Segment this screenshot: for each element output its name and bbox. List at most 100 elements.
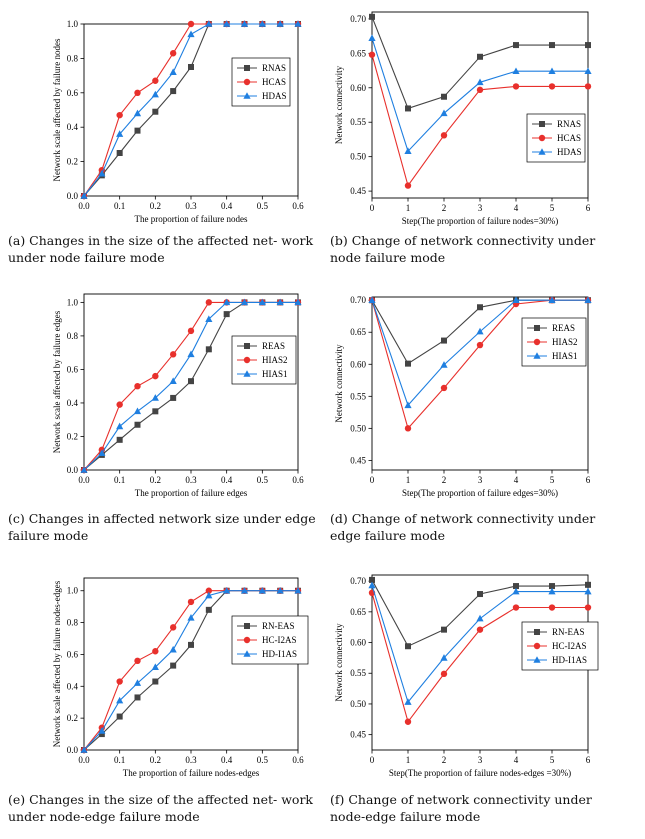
data-point [369, 576, 375, 583]
legend-marker [533, 338, 541, 346]
data-point [441, 337, 447, 344]
data-point [258, 20, 266, 27]
legend-marker [243, 78, 251, 86]
data-point [223, 311, 230, 318]
x-tick-label: 6 [586, 755, 591, 765]
legend-label: REAS [552, 323, 575, 333]
chart-panel-c: 0.0 0.1 0.2 0.3 0.4 0.5 0.6 0.0 0.2 0.4 0.6 0.8 1.0 T… [0, 280, 322, 508]
legend-label: HD-I1AS [552, 655, 587, 665]
caption-c: (c) Changes in affected network size und… [8, 511, 316, 543]
y-tick-label: 0.6 [67, 649, 79, 659]
data-point [170, 394, 177, 401]
chart-panel-a: 0.0 0.1 0.2 0.3 0.4 0.5 0.6 0.0 0.2 0.4 0.6 0.8 1.0 T… [0, 0, 322, 228]
y-tick-label: 0.2 [67, 713, 78, 723]
legend-marker [243, 356, 251, 364]
legend-label: HIAS1 [552, 351, 578, 361]
plot-frame [371, 11, 589, 199]
data-point [512, 587, 520, 595]
x-tick-label: 0.1 [114, 755, 125, 765]
legend: RN-EAS HC-I2AS HD-I1AS [231, 615, 309, 665]
data-point [98, 449, 106, 457]
data-point [187, 350, 195, 358]
data-point [133, 109, 142, 117]
legend-marker [244, 623, 250, 629]
y-tick-label: 0.60 [350, 83, 366, 93]
data-point [152, 648, 159, 655]
data-point [134, 694, 141, 701]
legend-label: HIAS1 [262, 369, 288, 379]
data-point [476, 86, 484, 94]
data-point [294, 20, 302, 27]
caption-f: (f) Change of network connectivity under… [330, 792, 592, 824]
data-point [585, 581, 591, 588]
series-REAS [81, 299, 301, 473]
x-axis-label: The proportion of failure edges [135, 488, 248, 498]
data-point [294, 298, 302, 306]
data-point [440, 384, 448, 392]
legend-label: HCAS [557, 133, 581, 143]
data-point [205, 346, 212, 353]
legend-label: RNAS [557, 119, 581, 129]
y-tick-label: 1.0 [67, 297, 79, 307]
x-axis-label: Step(The proportion of failure nodes=30%… [402, 216, 559, 226]
x-tick-label: 5 [550, 475, 555, 485]
x-tick-label: 3 [478, 475, 483, 485]
caption-d: (d) Change of network connectivity under… [330, 511, 596, 543]
x-tick-label: 2 [442, 203, 447, 213]
x-tick-label: 0.4 [221, 475, 233, 485]
y-tick-label: 1.0 [67, 19, 79, 29]
data-point [258, 298, 266, 306]
x-tick-label: 0.0 [78, 201, 90, 211]
data-point [404, 147, 412, 154]
x-tick-label: 0.4 [221, 755, 233, 765]
data-point [405, 643, 411, 650]
data-point [134, 89, 141, 97]
data-point [134, 127, 141, 134]
x-tick-label: 2 [442, 755, 447, 765]
data-point [98, 731, 105, 738]
data-point [369, 13, 375, 20]
y-tick-label: 0.65 [350, 607, 366, 617]
data-point [169, 624, 177, 631]
legend-label: RN-EAS [552, 627, 585, 637]
legend-marker [539, 121, 545, 127]
data-point [205, 587, 213, 594]
data-point [188, 641, 194, 648]
data-point [133, 679, 142, 686]
data-point [404, 425, 412, 432]
legend-label: HCAS [262, 77, 286, 87]
data-point [512, 296, 520, 304]
y-tick-label: 0.6 [67, 88, 79, 98]
x-tick-label: 1 [406, 475, 411, 485]
legend: RNAS HCAS HDAS [526, 113, 586, 163]
data-point [440, 132, 448, 139]
legend-marker [244, 343, 250, 349]
y-tick-label: 0.4 [67, 398, 79, 408]
chart-d: 0 1 2 3 4 5 6 0.45 0.50 0.55 0.60 0.65 0.70 Step(The … [334, 295, 592, 498]
y-tick-label: 0.0 [67, 465, 79, 475]
x-tick-label: 0.3 [185, 755, 197, 765]
y-tick-label: 0.55 [350, 117, 366, 127]
x-tick-label: 4 [514, 755, 519, 765]
data-point [404, 718, 412, 725]
chart-panel-b: 0 1 2 3 4 5 6 0.45 0.50 0.55 0.60 0.65 0.70 Step(The … [322, 0, 644, 228]
data-point [116, 696, 124, 704]
data-point [116, 713, 123, 720]
data-point [116, 401, 123, 408]
x-tick-label: 0.5 [257, 755, 269, 765]
data-point [584, 67, 592, 75]
y-tick-label: 0.0 [67, 191, 79, 201]
data-point [152, 408, 159, 415]
y-axis-label: Network scale affected by failure nodes-… [52, 580, 62, 747]
y-axis-label: Network connectivity [334, 623, 344, 702]
caption-e: (e) Changes in the size of the affected … [8, 792, 314, 824]
x-tick-label: 5 [550, 755, 555, 765]
series-line [83, 301, 298, 471]
data-point [151, 90, 159, 98]
y-tick-label: 0.60 [350, 638, 366, 648]
data-point [440, 109, 448, 117]
data-point [368, 51, 376, 58]
y-tick-label: 0.8 [67, 331, 79, 341]
chart-panel-e: 0.0 0.1 0.2 0.3 0.4 0.5 0.6 0.0 0.2 0.4 0.6 0.8 1.0 T… [0, 560, 322, 788]
chart-e: 0.0 0.1 0.2 0.3 0.4 0.5 0.6 0.0 0.2 0.4 0.6 0.8 1.0 T… [52, 577, 309, 778]
